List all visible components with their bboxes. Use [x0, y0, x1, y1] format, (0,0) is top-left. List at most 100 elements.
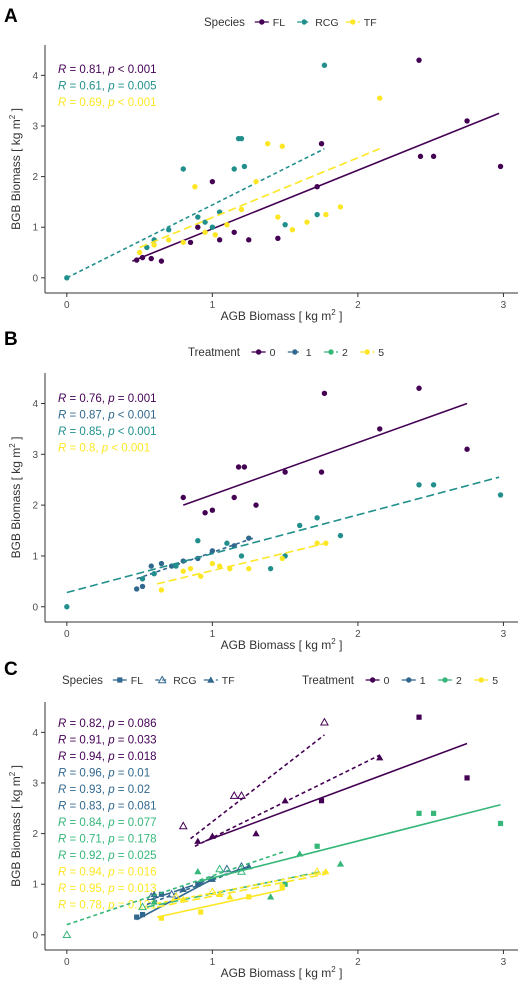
x-axis-label-text: AGB Biomass [ kg m [221, 309, 332, 323]
data-point [198, 909, 204, 915]
data-point [192, 184, 198, 190]
fit-line [194, 754, 381, 847]
stat-p-value: = 0.081 [115, 801, 157, 813]
data-point [417, 153, 424, 160]
data-point [180, 166, 186, 172]
legend-key-marker [301, 19, 307, 25]
stat-r-value: = 0.69, [66, 97, 108, 109]
data-point [237, 791, 246, 799]
stat-p-value: = 0.025 [115, 850, 157, 862]
data-point [198, 573, 204, 579]
fit-line [156, 542, 327, 585]
data-point [430, 482, 437, 488]
legend-key-marker [364, 349, 370, 355]
data-point [215, 864, 225, 873]
legend-key-marker [117, 677, 123, 683]
stat-r-symbol: R [58, 784, 66, 796]
legend-key-marker [207, 676, 215, 683]
legend-title: Species [62, 675, 103, 687]
y-tick-label: 4 [32, 71, 38, 82]
data-point [231, 494, 237, 501]
data-point [322, 867, 330, 875]
stat-r-value: = 0.96, [66, 768, 108, 780]
x-tick-label: 1 [210, 300, 216, 311]
fit-line [150, 864, 254, 901]
data-point [282, 221, 288, 228]
panel-letter: C [4, 659, 18, 680]
x-axis-label: AGB Biomass [ kg m2 ] [221, 308, 343, 323]
y-tick-label: 1 [32, 223, 38, 234]
stat-r-value: = 0.82, [66, 718, 108, 730]
data-point [195, 224, 201, 230]
fit-line [190, 734, 325, 840]
stat-r-value: = 0.93, [66, 784, 108, 796]
data-point [139, 911, 146, 918]
data-point [241, 163, 248, 170]
data-point [246, 565, 252, 572]
legend-label: 0 [270, 347, 276, 359]
stat-p-symbol: p [107, 393, 115, 405]
stat-r-value: = 0.87, [66, 410, 108, 422]
stat-p-value: = 0.013 [115, 883, 157, 895]
data-point [202, 229, 208, 235]
panel-letter: B [4, 329, 18, 350]
stat-p-value: = 0.033 [115, 735, 157, 747]
data-point [318, 140, 325, 147]
legend-label: RCG [315, 17, 338, 29]
y-tick-label: 2 [32, 829, 38, 840]
stat-p-symbol: p [107, 883, 115, 895]
fit-line [156, 870, 327, 905]
data-point [253, 502, 259, 508]
data-point [208, 832, 216, 839]
stat-r-symbol: R [58, 817, 66, 829]
legend-label: 2 [342, 347, 348, 359]
legend-label: RCG [173, 675, 196, 687]
stat-annotation: R = 0.94, p = 0.016 [58, 867, 157, 879]
legend-label: FL [273, 17, 285, 29]
legend-label: 1 [306, 347, 312, 359]
stat-p-symbol: p [107, 97, 115, 109]
stat-p-value: = 0.178 [115, 834, 157, 846]
data-point [296, 522, 303, 529]
fit-line [204, 742, 468, 842]
data-point [314, 540, 320, 546]
data-point [289, 227, 296, 233]
data-point [180, 239, 186, 246]
data-point [323, 211, 329, 218]
stat-r-value: = 0.81, [66, 64, 108, 76]
data-point [275, 235, 281, 242]
data-point [279, 143, 285, 149]
data-point [144, 244, 150, 251]
stat-p-value: = 0.086 [115, 718, 157, 730]
legend-title: Treatment [188, 347, 241, 359]
legend-key-marker [328, 349, 334, 355]
y-axis-label: BGB Biomass [ kg m2 ] [8, 108, 23, 230]
data-point [497, 163, 504, 170]
stat-p-value: < 0.001 [115, 410, 157, 422]
stat-r-symbol: R [58, 393, 66, 405]
data-point [336, 860, 345, 867]
data-point [180, 568, 186, 574]
data-point [241, 464, 248, 470]
data-point [238, 206, 245, 213]
data-point [237, 866, 246, 875]
x-tick-label: 2 [355, 629, 361, 640]
fit-line [156, 888, 286, 918]
legend-key-marker [292, 349, 298, 355]
data-point [319, 717, 329, 726]
data-point [207, 887, 217, 895]
data-point [318, 798, 325, 804]
legend-label: 5 [492, 675, 498, 687]
x-axis-label: AGB Biomass [ kg m2 ] [221, 965, 343, 980]
fit-line [66, 148, 325, 279]
x-axis-label-end: ] [336, 638, 343, 652]
stat-r-value: = 0.8, [66, 443, 101, 455]
data-point [235, 464, 242, 470]
data-point [171, 892, 181, 901]
stat-p-symbol: p [101, 443, 109, 455]
data-point [246, 535, 252, 541]
data-point [464, 775, 470, 781]
data-point [227, 565, 233, 572]
stat-r-symbol: R [58, 426, 66, 438]
